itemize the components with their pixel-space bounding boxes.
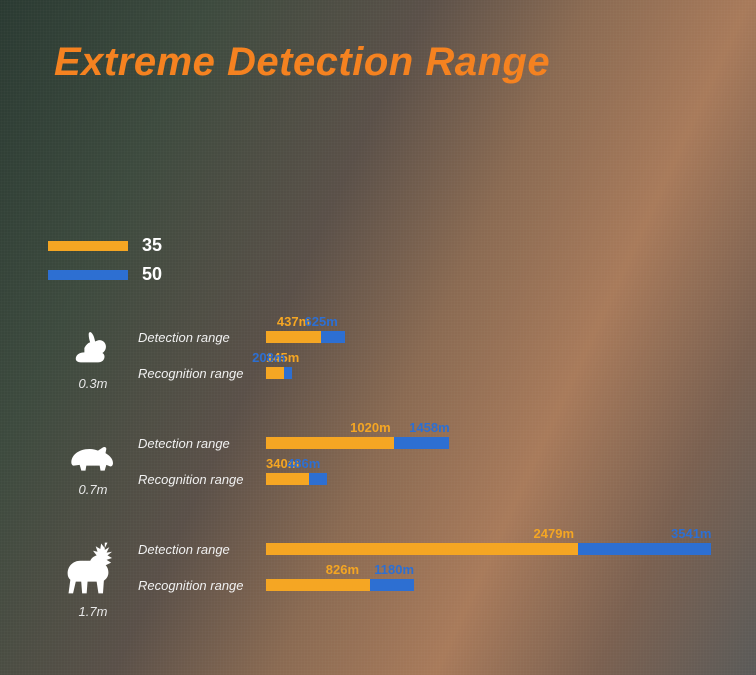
bar-track: 145m208m [266, 367, 728, 379]
legend: 35 50 [48, 235, 162, 293]
animal-size-label: 0.7m [79, 482, 108, 497]
range-row: Recognition range145m208m [138, 362, 728, 384]
bar-35 [266, 437, 394, 449]
value-50: 208m [252, 350, 285, 365]
boar-icon [61, 430, 125, 478]
value-35: 2479m [534, 526, 574, 541]
bar-track: 437m625m [266, 331, 728, 343]
range-row: Detection range1020m1458m [138, 432, 728, 454]
animal-size-label: 0.3m [79, 376, 108, 391]
animal-group-deer: 1.7m Detection range2479m3541m Recognition… [48, 532, 728, 619]
deer-icon [61, 536, 125, 600]
animal-group-boar: 0.7m Detection range1020m1458m Recognition… [48, 426, 728, 504]
bar-35 [266, 367, 284, 379]
range-label: Detection range [138, 436, 266, 451]
range-label: Recognition range [138, 366, 266, 381]
bar-35 [266, 331, 321, 343]
bar-track: 826m1180m [266, 579, 728, 591]
bar-35 [266, 579, 370, 591]
legend-item-35: 35 [48, 235, 162, 256]
range-label: Recognition range [138, 578, 266, 593]
range-label: Detection range [138, 330, 266, 345]
value-50: 1180m [374, 562, 414, 577]
range-row: Detection range2479m3541m [138, 538, 728, 560]
range-row: Detection range437m625m [138, 326, 728, 348]
bar-track: 1020m1458m [266, 437, 728, 449]
rabbit-icon [61, 324, 125, 372]
page-title: Extreme Detection Range [54, 40, 550, 85]
value-50: 1458m [409, 420, 449, 435]
value-50: 486m [287, 456, 320, 471]
range-label: Detection range [138, 542, 266, 557]
bar-35 [266, 543, 578, 555]
bar-track: 340m486m [266, 473, 728, 485]
value-35: 826m [326, 562, 359, 577]
range-label: Recognition range [138, 472, 266, 487]
legend-swatch-35 [48, 241, 128, 251]
bar-35 [266, 473, 309, 485]
value-50: 625m [305, 314, 338, 329]
value-35: 1020m [350, 420, 390, 435]
range-row: Recognition range340m486m [138, 468, 728, 490]
bar-track: 2479m3541m [266, 543, 728, 555]
chart-groups: 0.3mDetection range437m625mRecognition r… [48, 320, 728, 647]
animal-group-rabbit: 0.3m Detection range437m625m Recognition r… [48, 320, 728, 398]
legend-item-50: 50 [48, 264, 162, 285]
animal-size-label: 1.7m [79, 604, 108, 619]
range-row: Recognition range826m1180m [138, 574, 728, 596]
legend-label-35: 35 [142, 235, 162, 256]
legend-label-50: 50 [142, 264, 162, 285]
legend-swatch-50 [48, 270, 128, 280]
value-50: 3541m [671, 526, 711, 541]
